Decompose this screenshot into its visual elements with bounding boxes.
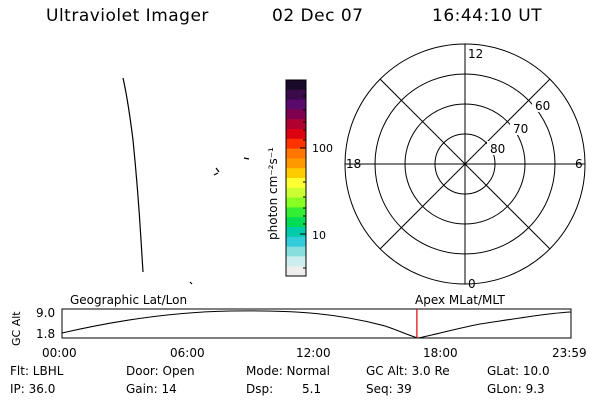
door-info: Door: Open (126, 364, 195, 378)
x-tick-1200: 12:00 (296, 346, 331, 360)
colorbar-frame (285, 79, 307, 277)
gc-alt-info: GC Alt: 3.0 Re (366, 364, 450, 378)
timeline-ylabel: GC Alt (10, 311, 23, 346)
colorbar-cell (286, 178, 306, 189)
colorbar-cell (286, 207, 306, 218)
ip-info: IP: 36.0 (10, 382, 56, 396)
x-tick-0600: 06:00 (170, 346, 205, 360)
colorbar-tick-100: 100 (312, 142, 333, 155)
coastline-fragment (213, 157, 250, 176)
x-tick-2359: 23:59 (552, 346, 587, 360)
polar-diagonal-2 (379, 78, 551, 250)
mlt-label-6: 6 (575, 157, 583, 171)
x-tick-1800: 18:00 (423, 346, 458, 360)
colorbar-tick-10: 10 (312, 229, 326, 242)
colorbar-cell (286, 158, 306, 169)
colorbar-cell (286, 129, 306, 140)
mlt-label-12: 12 (468, 47, 483, 61)
y-tick-9: 9.0 (36, 306, 55, 320)
dsp-label: Dsp: (246, 382, 274, 396)
timeline-frame (61, 308, 572, 339)
colorbar-cell (286, 246, 306, 257)
label-bg (532, 98, 554, 112)
flt-info: Flt: LBHL (10, 364, 64, 378)
colorbar-cell (286, 217, 306, 228)
geographic-map (122, 77, 250, 285)
x-tick-0000: 00:00 (42, 346, 77, 360)
glat-info: GLat: 10.0 (487, 364, 550, 378)
colorbar-label: photon cm⁻²s⁻¹ (266, 147, 280, 240)
mlt-label-0: 0 (468, 277, 476, 291)
colorbar-cell (286, 256, 306, 267)
colorbar-cell (286, 138, 306, 150)
apex-mlat-mlt-title: Apex MLat/MLT (415, 293, 505, 307)
colorbar-ticks (300, 95, 306, 269)
polar-labels: 60 70 80 12 18 6 0 (346, 47, 583, 291)
colorbar-cell (286, 266, 306, 277)
colorbar-cells (286, 80, 306, 277)
mode-info: Mode: Normal (246, 364, 330, 378)
polar-plot (344, 43, 586, 285)
dsp-value: 5.1 (302, 382, 322, 396)
label-bg (487, 141, 509, 155)
timeline-panel: GC Alt 9.0 1.8 Geographic Lat/Lon Apex M… (10, 293, 587, 360)
lat-label-80: 80 (490, 142, 505, 156)
gain-info: Gain: 14 (126, 382, 177, 396)
date-label: 02 Dec 07 (272, 6, 364, 26)
colorbar-cell (286, 148, 306, 159)
coastline-stroke (122, 77, 144, 273)
seq-info: Seq: 39 (366, 382, 412, 396)
colorbar-cell (286, 99, 306, 110)
mlt-label-18: 18 (346, 157, 361, 171)
geographic-latlon-title: Geographic Lat/Lon (70, 293, 187, 307)
altitude-curve (61, 310, 572, 339)
colorbar-cell (286, 227, 306, 238)
y-tick-1-8: 1.8 (36, 327, 55, 341)
colorbar-cell (286, 80, 306, 91)
glon-info: GLon: 9.3 (487, 382, 545, 396)
colorbar-cell (286, 168, 306, 179)
lat-label-70: 70 (513, 122, 528, 136)
label-bg (510, 121, 532, 135)
colorbar-cell (286, 119, 306, 130)
lat-label-60: 60 (535, 99, 550, 113)
colorbar: 100 10 photon cm⁻²s⁻¹ (266, 79, 333, 277)
colorbar-cell (286, 236, 306, 248)
colorbar-cell (286, 187, 306, 199)
colorbar-cell (286, 89, 306, 101)
colorbar-cell (286, 197, 306, 208)
instrument-title: Ultraviolet Imager (46, 6, 209, 26)
colorbar-cell (286, 109, 306, 120)
time-label: 16:44:10 UT (432, 6, 543, 26)
coastline-fragment-2 (189, 281, 193, 285)
